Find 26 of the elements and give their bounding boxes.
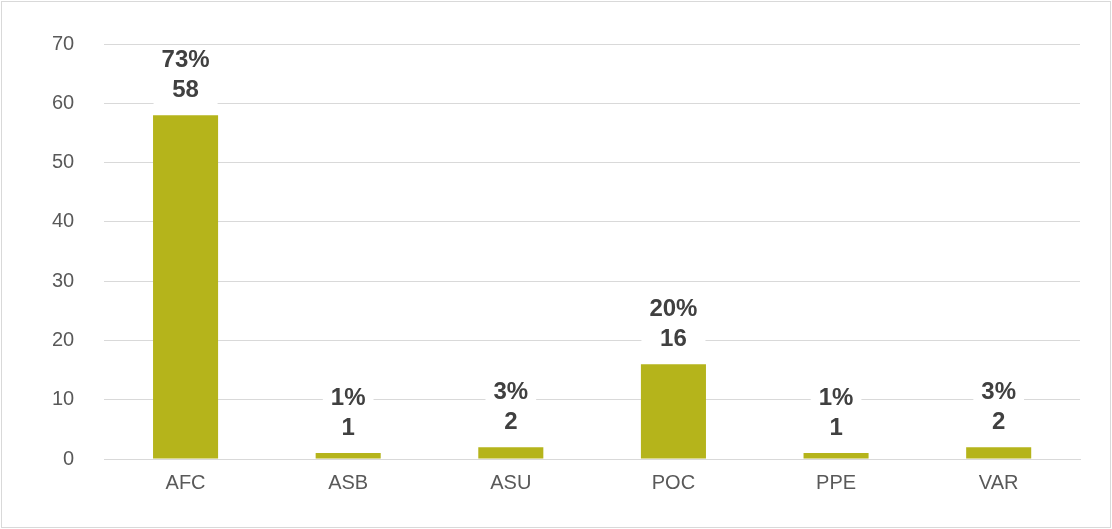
bar [315, 453, 381, 459]
x-tick-label: AFC [165, 470, 206, 493]
data-label: 3% 2 [493, 376, 529, 434]
x-tick-label: PPE [816, 470, 857, 493]
data-label: 3% 2 [981, 376, 1017, 434]
y-tick-label: 10 [52, 387, 75, 410]
bar [478, 447, 544, 459]
bar [153, 115, 219, 459]
data-label: 73% 58 [161, 44, 210, 102]
x-tick-label: VAR [978, 470, 1019, 493]
data-label: 1% 1 [330, 382, 366, 440]
y-tick-label: 20 [52, 327, 75, 350]
data-label: 1% 1 [818, 382, 854, 440]
y-tick-label: 60 [52, 90, 75, 113]
y-tick-label: 50 [52, 150, 75, 173]
y-tick-label: 70 [52, 31, 75, 54]
bar [803, 453, 869, 459]
x-tick-label: POC [651, 470, 696, 493]
bar [640, 364, 706, 459]
data-label: 20% 16 [649, 293, 698, 351]
y-tick-label: 0 [63, 446, 75, 469]
x-tick-label: ASU [490, 470, 532, 493]
y-tick-label: 40 [52, 209, 75, 232]
y-tick-label: 30 [52, 268, 75, 291]
x-tick-label: ASB [328, 470, 369, 493]
bar [966, 447, 1032, 459]
